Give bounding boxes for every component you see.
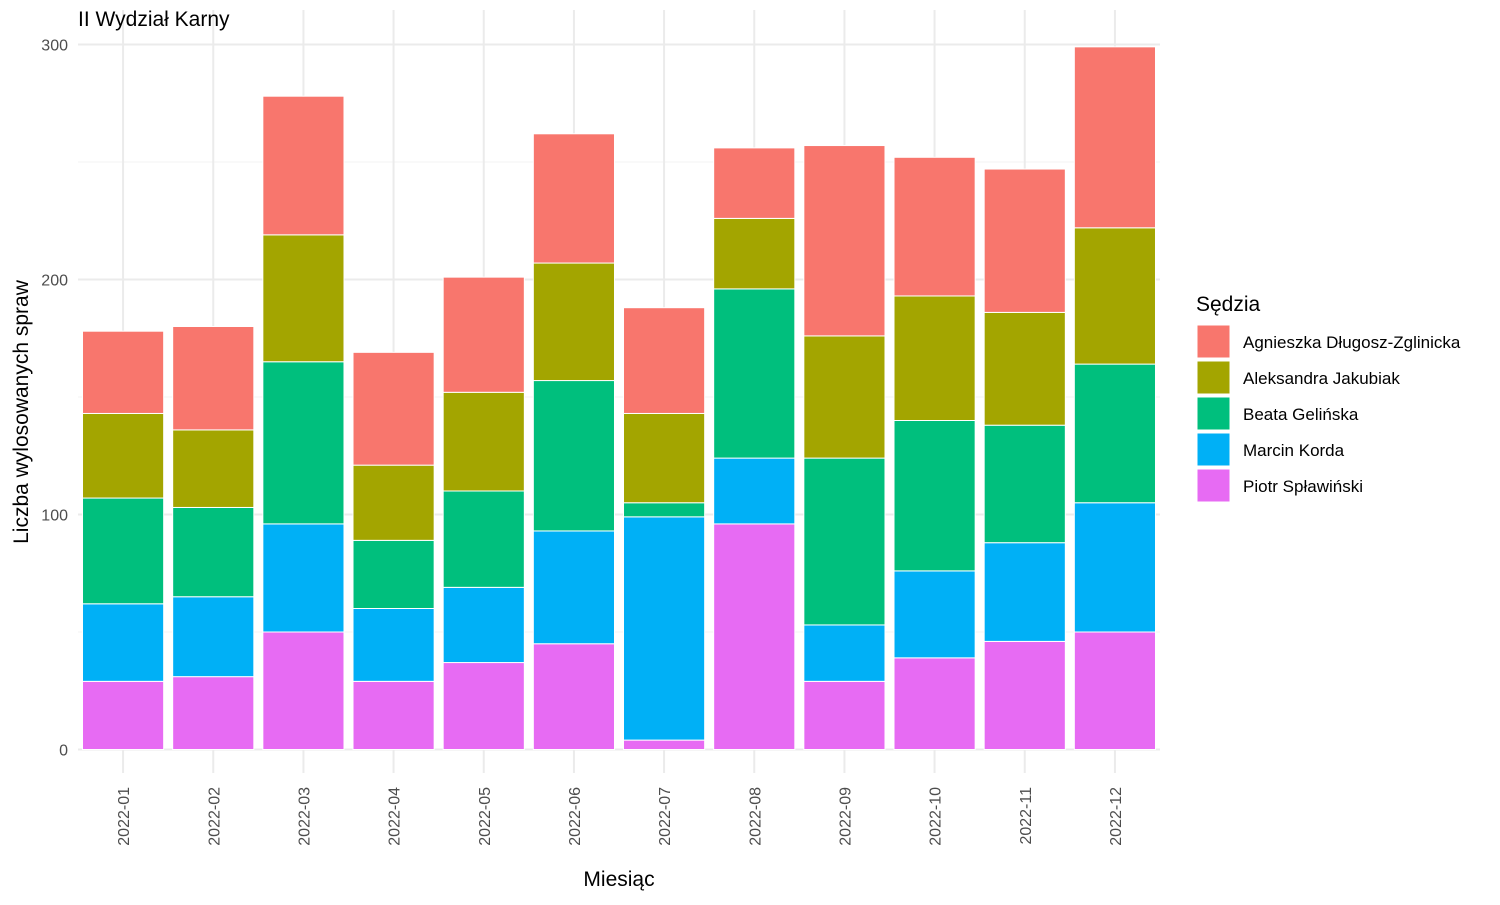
bar-segment	[442, 662, 525, 750]
bar-segment	[713, 217, 796, 290]
x-tick-label: 2022-09	[837, 787, 854, 846]
bar-segment	[82, 603, 165, 682]
bar-segment	[532, 530, 615, 645]
bar-segment	[262, 361, 345, 525]
bar-segment	[893, 420, 976, 572]
bar-segment	[442, 490, 525, 588]
bar-segment	[262, 631, 345, 750]
legend-key	[1196, 324, 1231, 359]
bar-segment	[983, 640, 1066, 751]
bar-segment	[983, 542, 1066, 642]
bar-segment	[172, 506, 255, 598]
legend: Sędzia Agnieszka Długosz-Zglinicka Aleksa…	[1196, 293, 1461, 503]
bar-segment	[1073, 46, 1156, 229]
bar-segment	[442, 276, 525, 393]
legend-key	[1196, 432, 1231, 467]
bar-segment	[803, 145, 886, 337]
legend-key	[1196, 360, 1231, 395]
bar-segment	[893, 570, 976, 659]
bar-segment	[623, 516, 706, 741]
x-axis-ticks: 2022-01 2022-02 2022-03 2022-04 2022-05 2022-…	[116, 787, 1125, 846]
bar-segment	[82, 412, 165, 499]
x-tick-label: 2022-02	[206, 787, 223, 846]
bar-segment	[1073, 363, 1156, 504]
bar-segment	[713, 523, 796, 751]
bar-segment	[82, 330, 165, 414]
y-tick-label: 300	[41, 38, 68, 55]
y-tick-label: 0	[59, 743, 68, 760]
bar-segment	[352, 464, 435, 541]
bar-segment	[262, 95, 345, 236]
bar-segment	[803, 624, 886, 682]
bar-segment	[532, 262, 615, 382]
x-tick-label: 2022-08	[747, 787, 764, 846]
bar-segment	[262, 523, 345, 633]
x-axis-title: Miesiąc	[583, 868, 654, 891]
bar-segment	[1073, 631, 1156, 750]
bar-segment	[983, 311, 1066, 426]
legend-label: Marcin Korda	[1243, 441, 1345, 460]
legend-label: Agnieszka Długosz-Zglinicka	[1243, 333, 1461, 352]
legend-title: Sędzia	[1196, 293, 1261, 316]
x-tick-label: 2022-10	[928, 787, 945, 846]
bar-segment	[532, 380, 615, 532]
bar-segment	[803, 335, 886, 459]
bar-segment	[352, 680, 435, 750]
bar-segment	[1073, 227, 1156, 365]
bar-segment	[803, 457, 886, 626]
bar-segment	[713, 147, 796, 219]
y-axis-title: Liczba wylosowanych spraw	[10, 279, 33, 544]
bar-segment	[623, 502, 706, 518]
x-tick-label: 2022-11	[1018, 787, 1035, 845]
bar-segment	[352, 608, 435, 682]
x-tick-label: 2022-07	[657, 787, 674, 846]
x-tick-label: 2022-04	[387, 787, 404, 846]
bar-segment	[352, 351, 435, 466]
bar-segment	[623, 739, 706, 750]
legend-key	[1196, 396, 1231, 431]
legend-label: Aleksandra Jakubiak	[1243, 369, 1400, 388]
bar-segment	[172, 326, 255, 431]
bar-segment	[172, 429, 255, 508]
bar-segment	[82, 680, 165, 750]
legend-label: Piotr Spławiński	[1243, 477, 1363, 496]
bar-segment	[532, 643, 615, 750]
bar-segment	[442, 586, 525, 664]
x-tick-label: 2022-01	[116, 787, 133, 846]
bar-segment	[623, 412, 706, 504]
bar-segment	[983, 424, 1066, 544]
bar-segment	[983, 168, 1066, 313]
bar-segment	[713, 288, 796, 459]
bar-segment	[442, 391, 525, 492]
bar-segment	[532, 133, 615, 264]
bar-segment	[893, 657, 976, 750]
y-axis-ticks: 0 100 200 300	[41, 38, 68, 760]
chart-title: II Wydział Karny	[78, 8, 230, 31]
bar-segment	[262, 234, 345, 363]
bar-segment	[172, 676, 255, 751]
legend-key	[1196, 468, 1231, 503]
x-tick-label: 2022-06	[567, 787, 584, 846]
legend-label: Beata Gelińska	[1243, 405, 1359, 424]
y-tick-label: 100	[41, 508, 68, 525]
bar-segment	[1073, 502, 1156, 633]
x-tick-label: 2022-05	[477, 787, 494, 846]
bar-segment	[893, 295, 976, 422]
bar-segment	[803, 680, 886, 750]
x-tick-label: 2022-12	[1108, 787, 1125, 846]
bar-segment	[352, 539, 435, 609]
bar-segment	[172, 596, 255, 678]
bar-segment	[893, 156, 976, 297]
y-tick-label: 200	[41, 273, 68, 290]
bar-segment	[82, 497, 165, 605]
bar-segment	[623, 307, 706, 414]
bars	[82, 46, 1156, 751]
x-tick-label: 2022-03	[296, 787, 313, 846]
bar-segment	[713, 457, 796, 525]
